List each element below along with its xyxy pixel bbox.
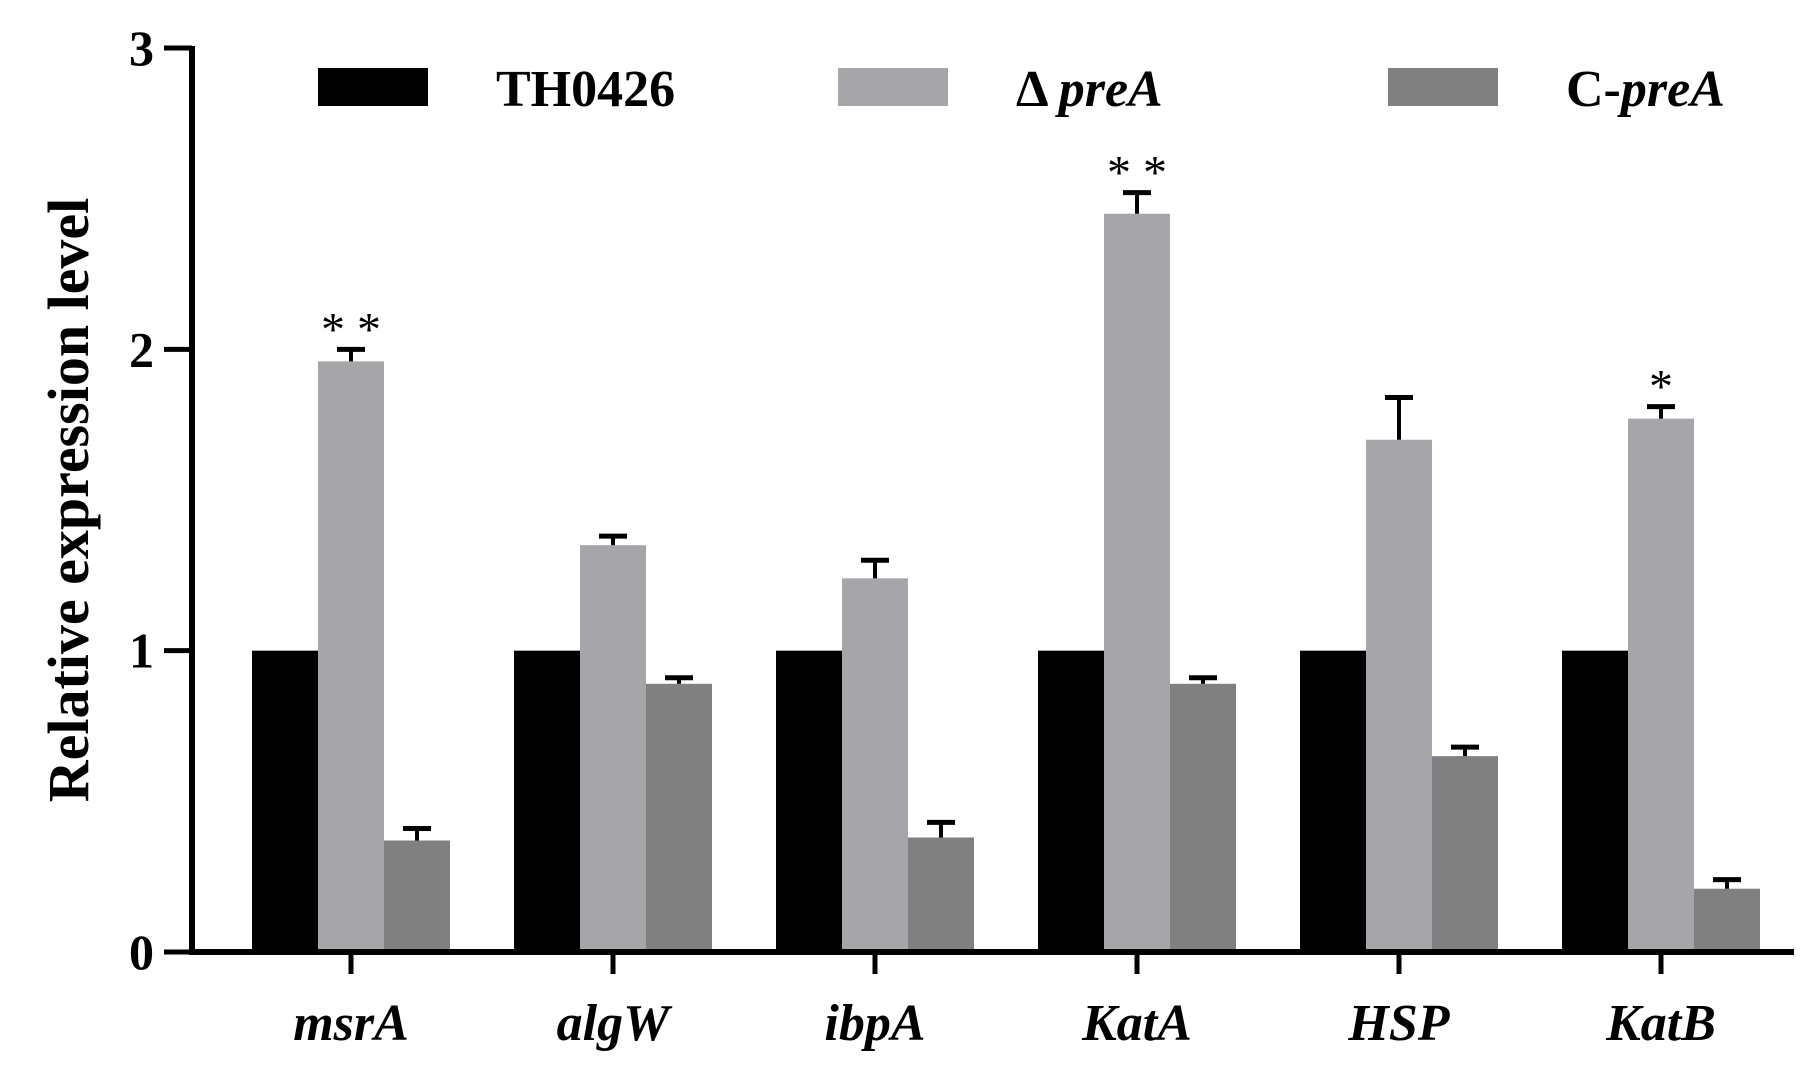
y-axis-label: Relative expression level [36,198,101,803]
bar-1-KatB [1628,418,1694,952]
bar-1-HSP [1366,439,1432,952]
plot-area: * * msrA algW ibpA * * KatA HSP * KatB 0 1 2 3 TH0426… [129,20,1794,1052]
legend-label-0: TH0426 [496,61,675,118]
bar-0-KatB [1562,650,1628,952]
bar-1-KatA [1104,213,1170,952]
bar-2-ibpA [908,837,974,952]
y-tick-label-2: 2 [129,321,154,377]
bar-0-KatA [1038,650,1104,952]
significance-KatA: * * [1107,147,1167,200]
bar-0-algW [514,650,580,952]
bar-0-msrA [252,650,318,952]
bar-2-msrA [384,840,450,952]
legend-swatch-0 [318,68,428,106]
bar-1-ibpA [842,578,908,952]
x-tick-label-algW: algW [557,995,673,1052]
x-tick-label-msrA: msrA [293,995,409,1052]
y-tick-label-3: 3 [129,20,154,76]
legend-label-1: Δ preA [1016,61,1163,118]
bar-2-KatA [1170,683,1236,952]
significance-msrA: * * [321,303,381,356]
bar-2-algW [646,683,712,952]
bar-0-ibpA [776,650,842,952]
bar-1-algW [580,545,646,952]
x-tick-label-HSP: HSP [1347,995,1450,1052]
bar-0-HSP [1300,650,1366,952]
legend-swatch-2 [1388,68,1498,106]
bar-2-HSP [1432,756,1498,952]
y-tick-label-1: 1 [129,623,154,679]
significance-KatB: * [1649,361,1673,414]
x-tick-label-KatA: KatA [1081,995,1192,1052]
x-tick-label-KatB: KatB [1605,995,1716,1052]
bar-2-KatB [1694,888,1760,952]
x-tick-label-ibpA: ibpA [824,995,925,1052]
bar-1-msrA [318,361,384,952]
y-tick-label-0: 0 [129,924,154,980]
legend-label-2: C-preA [1566,61,1725,118]
legend-swatch-1 [838,68,948,106]
